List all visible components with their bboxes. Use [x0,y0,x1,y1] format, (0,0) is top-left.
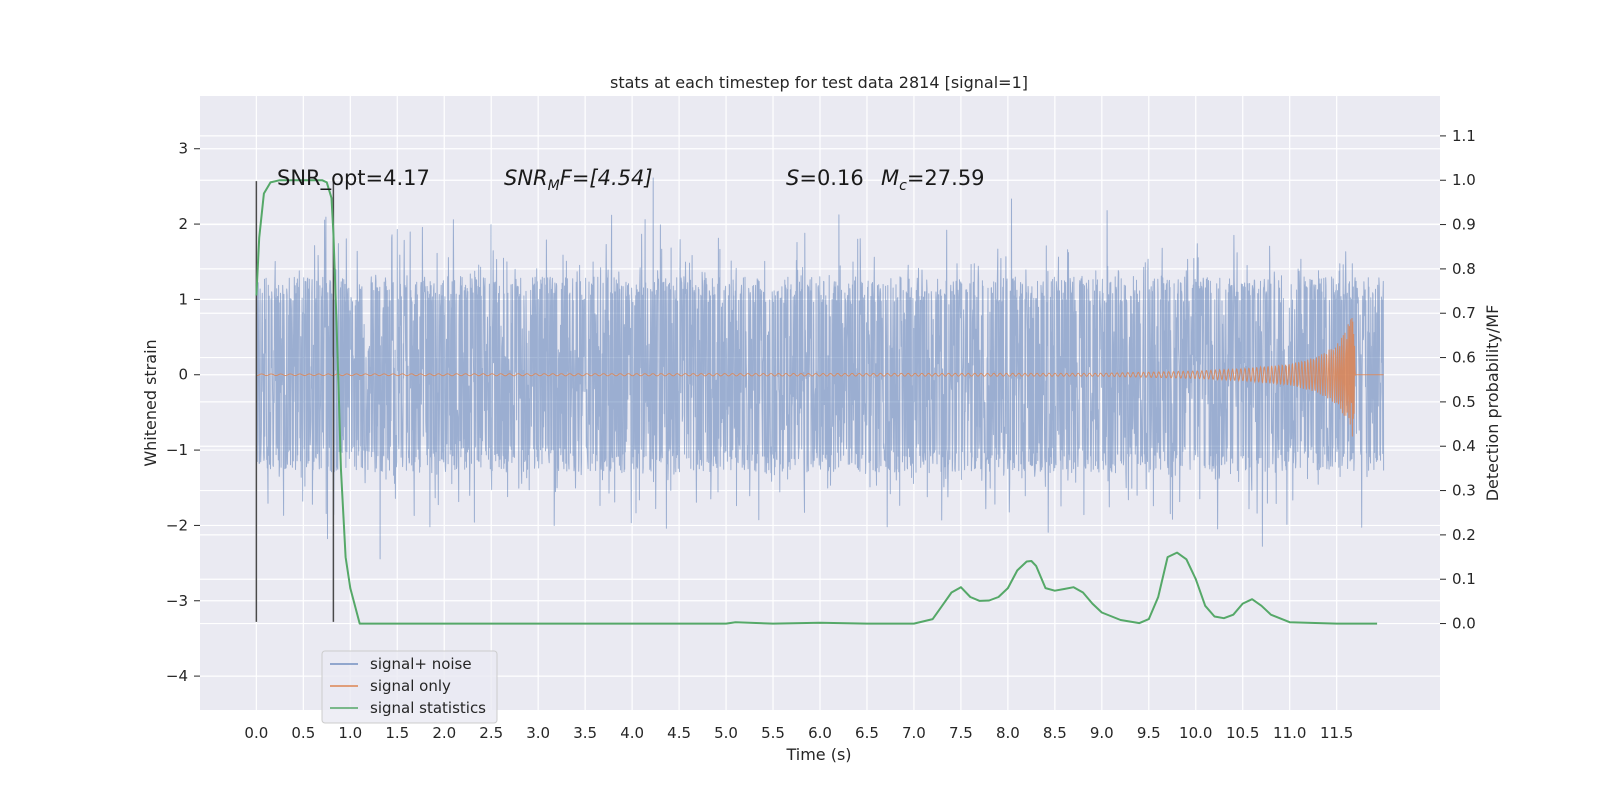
x-tick-label: 10.5 [1226,724,1259,742]
x-tick-label: 1.5 [385,724,409,742]
y2-tick-label: 0.7 [1452,304,1476,322]
x-tick-label: 8.0 [996,724,1020,742]
y-tick-label: 0 [178,366,188,384]
y-tick-label: 2 [178,215,188,233]
annotation-s-value: =0.16 [799,166,863,190]
x-tick-label: 8.5 [1043,724,1067,742]
y2-tick-label: 0.0 [1452,615,1476,633]
annotation-mc-value: =27.59 [907,166,985,190]
x-tick-label: 4.5 [667,724,691,742]
annotation-mc: Mc=27.59 [881,166,985,194]
x-tick-label: 11.5 [1320,724,1353,742]
x-tick-label: 3.5 [573,724,597,742]
x-tick-label: 2.5 [479,724,503,742]
legend-label-signal-plus-noise: signal+ noise [370,655,472,673]
annotation-snr-mf-symbol: SNR [504,166,548,190]
x-tick-label: 3.0 [526,724,550,742]
annotation-s: S=0.16 [786,166,864,190]
y-tick-label: 3 [178,140,188,158]
x-tick-label: 6.5 [855,724,879,742]
y2-tick-label: 0.3 [1452,482,1476,500]
legend-label-signal-statistics: signal statistics [370,699,486,717]
y-axis-title: Whitened strain [141,339,160,466]
x-tick-label: 0.5 [291,724,315,742]
x-tick-labels: 0.0 0.5 1.0 1.5 2.0 2.5 3.0 3.5 4.0 4.5 5.0 5.5 6.0 6… [244,724,1353,742]
y-tick-label: −2 [166,516,188,534]
x-tick-label: 11.0 [1273,724,1306,742]
y2-tick-label: 0.6 [1452,349,1476,367]
y-tick-labels: 3 2 1 0 −1 −2 −3 −4 [166,140,200,685]
x-tick-label: 9.5 [1137,724,1161,742]
legend-label-signal-only: signal only [370,677,451,695]
x-tick-label: 1.0 [338,724,362,742]
y2-tick-label: 0.2 [1452,526,1476,544]
annotation-snr-mf-value: F=[4.54] [560,166,653,190]
annotation-snr-mf: SNRMF=[4.54] [504,166,653,194]
x-tick-label: 4.0 [620,724,644,742]
y-tick-label: −3 [166,592,188,610]
series-signal-plus-noise [255,177,1385,560]
y2-axis-title: Detection probability/MF [1483,305,1502,502]
y2-tick-label: 1.0 [1452,171,1476,189]
y2-tick-label: 0.8 [1452,260,1476,278]
annotation-mc-subscript: c [899,178,907,194]
legend-box [321,650,498,724]
y2-tick-label: 1.1 [1452,127,1476,145]
y-tick-label: −4 [166,667,188,685]
series-signal-statistics [255,179,1378,625]
annotation-s-symbol: S [786,166,799,190]
y2-tick-label: 0.9 [1452,216,1476,234]
x-tick-label: 5.5 [761,724,785,742]
x-tick-label: 0.0 [244,724,268,742]
x-tick-label: 9.0 [1090,724,1114,742]
y2-tick-label: 0.4 [1452,437,1476,455]
x-tick-label: 7.5 [949,724,973,742]
annotation-snr-opt: SNR_opt=4.17 [277,166,430,191]
legend: signal+ noise signal only signal statist… [321,650,498,724]
y2-tick-labels: 1.1 1.0 0.9 0.8 0.7 0.6 0.5 0.4 0.3 0.2 0.1 0.0 [1440,127,1476,633]
annotation-mc-symbol: M [881,166,899,190]
y2-tick-label: 0.1 [1452,570,1476,588]
x-tick-label: 7.0 [902,724,926,742]
x-tick-label: 5.0 [714,724,738,742]
x-tick-label: 6.0 [808,724,832,742]
y-tick-label: 1 [178,290,188,308]
annotation-snr-mf-subscript: M [548,178,560,194]
series-signal-only [256,317,1384,437]
x-tick-label: 10.0 [1179,724,1212,742]
x-axis-title: Time (s) [785,745,851,764]
y2-tick-label: 0.5 [1452,393,1476,411]
y-tick-label: −1 [166,441,188,459]
chart-title: stats at each timestep for test data 281… [610,73,1028,92]
x-tick-label: 2.0 [432,724,456,742]
